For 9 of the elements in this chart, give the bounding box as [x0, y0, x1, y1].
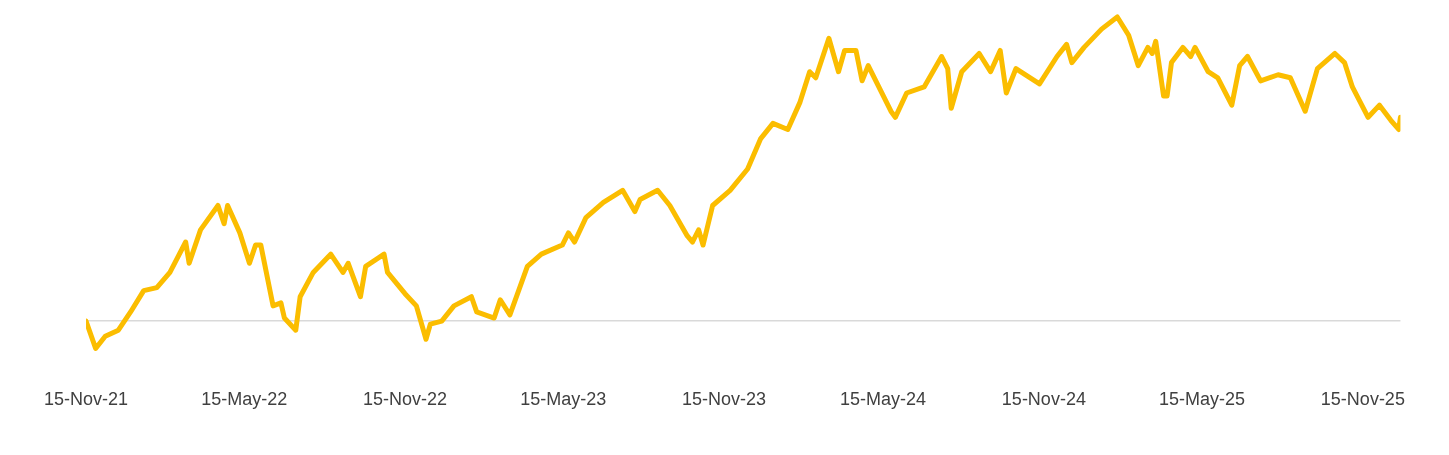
- x-tick-label: 15-May-22: [201, 389, 288, 410]
- x-tick-label: 15-May-23: [520, 389, 607, 410]
- x-tick-label: 15-Nov-23: [681, 389, 767, 410]
- x-tick-label: 15-Nov-25: [1320, 389, 1405, 410]
- x-tick-label: 15-May-24: [840, 389, 927, 410]
- x-tick-label: 15-Nov-24: [1001, 389, 1086, 410]
- x-tick-label: 15-May-25: [1159, 389, 1246, 410]
- x-tick-label: 15-Nov-21: [44, 389, 129, 410]
- x-tick-label: 15-Nov-22: [362, 389, 448, 410]
